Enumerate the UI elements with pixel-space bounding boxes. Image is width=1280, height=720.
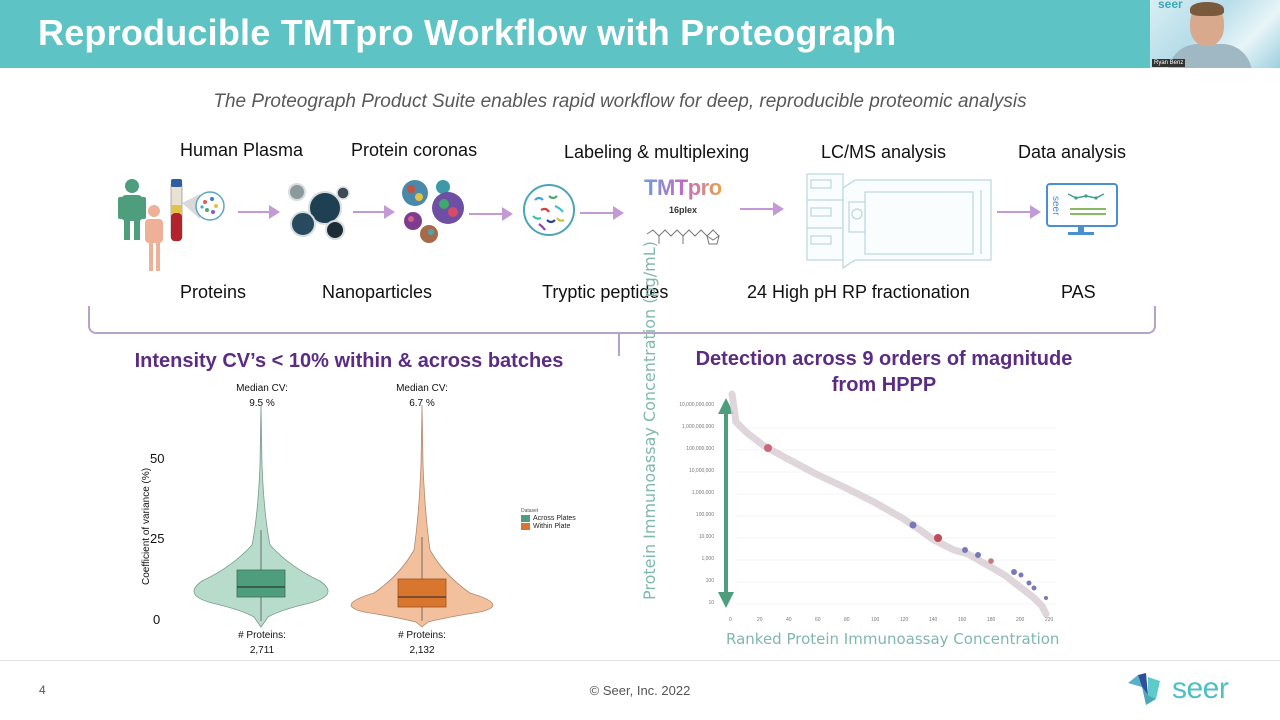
concentration-y-axis-label: Protein Immunoassay Concentration (pg/mL… bbox=[640, 241, 659, 600]
dynamic-range-scatter bbox=[718, 390, 1056, 618]
lcms-instrument-icon bbox=[806, 173, 992, 270]
rank-x-axis-label: Ranked Protein Immunoassay Concentration bbox=[726, 630, 1060, 648]
box-across-plates bbox=[236, 569, 286, 598]
step-sublabel-nanoparticles: Nanoparticles bbox=[322, 282, 433, 302]
workflow-arrow-3 bbox=[469, 207, 513, 221]
within-proteins-label: # Proteins: bbox=[398, 630, 446, 641]
step-label-data-analysis: Data analysis bbox=[1018, 142, 1127, 162]
webcam-logo: seer bbox=[1158, 0, 1183, 11]
xtick-180: 180 bbox=[987, 617, 996, 623]
step-sublabel-proteins: Proteins bbox=[180, 282, 247, 302]
xtick-220: 220 bbox=[1045, 617, 1054, 623]
across-median-value: 9.5 % bbox=[249, 398, 275, 409]
step-sublabel-pas: PAS bbox=[1061, 282, 1096, 302]
presenter-name-tag: Ryan Benz bbox=[1152, 59, 1186, 67]
footer-divider bbox=[0, 660, 1280, 661]
violin-legend: Dataset Across Plates Within Plate bbox=[521, 508, 576, 530]
ytick-1e1: 10 bbox=[708, 600, 714, 606]
step-label-labeling: Labeling & multiplexing bbox=[564, 142, 750, 162]
across-median-label: Median CV: bbox=[236, 383, 288, 394]
data-analysis-monitor-icon: seer bbox=[1046, 183, 1118, 235]
step-sublabel-fractionation: 24 High pH RP fractionation bbox=[747, 282, 970, 302]
xtick-20: 20 bbox=[757, 617, 763, 623]
box-within-plate bbox=[397, 578, 447, 608]
xtick-0: 0 bbox=[729, 617, 732, 623]
protein-coronas-icon bbox=[402, 180, 464, 243]
ytick-1e5: 100,000 bbox=[695, 512, 714, 518]
xtick-80: 80 bbox=[844, 617, 850, 623]
xtick-40: 40 bbox=[786, 617, 792, 623]
detection-heading-line1: Detection across 9 orders of magnitude bbox=[695, 348, 1073, 370]
slide-title: Reproducible TMTpro Workflow with Proteo… bbox=[38, 12, 897, 53]
step-label-protein-coronas: Protein coronas bbox=[351, 140, 478, 160]
presenter-hair bbox=[1190, 2, 1224, 16]
seer-logo-mark-icon bbox=[1128, 673, 1160, 705]
tmtpro-logo: TMTpro bbox=[644, 175, 722, 200]
y-tick-50: 50 bbox=[150, 451, 165, 466]
xtick-120: 120 bbox=[900, 617, 909, 623]
webcam-video: seer Ryan Benz bbox=[1150, 0, 1280, 68]
ytick-1e6: 1,000,000 bbox=[691, 490, 714, 496]
xtick-140: 140 bbox=[929, 617, 938, 623]
workflow-bracket bbox=[88, 306, 1156, 334]
step-label-lcms: LC/MS analysis bbox=[821, 142, 947, 162]
slide-subtitle: The Proteograph Product Suite enables ra… bbox=[213, 91, 1027, 112]
within-median-label: Median CV: bbox=[396, 383, 448, 394]
y-tick-0: 0 bbox=[153, 612, 161, 627]
workflow-arrow-5 bbox=[740, 202, 784, 216]
detection-heading: Detection across 9 orders of magnitude f… bbox=[670, 346, 1098, 398]
monitor-seer-logo: seer bbox=[1050, 196, 1061, 216]
nanoparticles-icon bbox=[288, 183, 350, 240]
seer-logo-wordmark: seer bbox=[1172, 672, 1229, 705]
workflow-arrow-6 bbox=[997, 205, 1041, 219]
legend-item-within: Within Plate bbox=[521, 523, 576, 530]
workflow-arrow-4 bbox=[580, 206, 624, 220]
violin-within-plate bbox=[350, 405, 494, 628]
tmtpro-plex: 16plex bbox=[669, 205, 698, 215]
seer-logo: seer bbox=[1126, 671, 1229, 707]
violin-plot bbox=[193, 405, 494, 628]
tryptic-peptides-icon bbox=[523, 184, 575, 236]
within-median-value: 6.7 % bbox=[409, 398, 435, 409]
ytick-1e3: 1,000 bbox=[701, 556, 714, 562]
legend-item-across: Across Plates bbox=[521, 515, 576, 522]
copyright: © Seer, Inc. 2022 bbox=[589, 683, 691, 698]
legend-swatch-within bbox=[521, 523, 530, 530]
ytick-1e9: 1,000,000,000 bbox=[682, 424, 714, 430]
legend-label-within: Within Plate bbox=[533, 523, 571, 530]
legend-title: Dataset bbox=[521, 508, 539, 514]
ytick-1e10: 10,000,000,000 bbox=[679, 402, 714, 408]
humans-tube-icon bbox=[118, 179, 225, 271]
chemical-structure-icon bbox=[646, 229, 720, 245]
ytick-1e4: 10,000 bbox=[698, 534, 714, 540]
cv-heading: Intensity CV’s < 10% within & across bat… bbox=[134, 350, 564, 372]
xtick-200: 200 bbox=[1016, 617, 1025, 623]
violin-across-plates bbox=[193, 405, 329, 628]
legend-swatch-across bbox=[521, 515, 530, 522]
cv-y-axis-label: Coefficient of variance (%) bbox=[141, 467, 152, 585]
xtick-60: 60 bbox=[815, 617, 821, 623]
workflow-arrow-2 bbox=[353, 205, 395, 219]
page-number: 4 bbox=[39, 683, 46, 697]
detection-heading-line2: from HPPP bbox=[831, 374, 937, 396]
xtick-160: 160 bbox=[958, 617, 967, 623]
y-tick-25: 25 bbox=[150, 531, 165, 546]
xtick-100: 100 bbox=[871, 617, 880, 623]
workflow-arrow-1 bbox=[238, 205, 280, 219]
ytick-1e7: 10,000,000 bbox=[688, 468, 714, 474]
across-proteins-value: 2,711 bbox=[249, 645, 275, 656]
step-label-human-plasma: Human Plasma bbox=[180, 140, 304, 160]
title-bar: Reproducible TMTpro Workflow with Proteo… bbox=[0, 0, 1280, 68]
step-sublabel-tryptic-peptides: Tryptic peptides bbox=[542, 282, 669, 302]
ytick-1e2: 100 bbox=[705, 578, 714, 584]
workflow-bracket-tip bbox=[618, 332, 620, 356]
legend-label-across: Across Plates bbox=[533, 515, 576, 522]
within-proteins-value: 2,132 bbox=[409, 645, 435, 656]
ytick-1e8: 100,000,000 bbox=[686, 446, 714, 452]
across-proteins-label: # Proteins: bbox=[238, 630, 286, 641]
